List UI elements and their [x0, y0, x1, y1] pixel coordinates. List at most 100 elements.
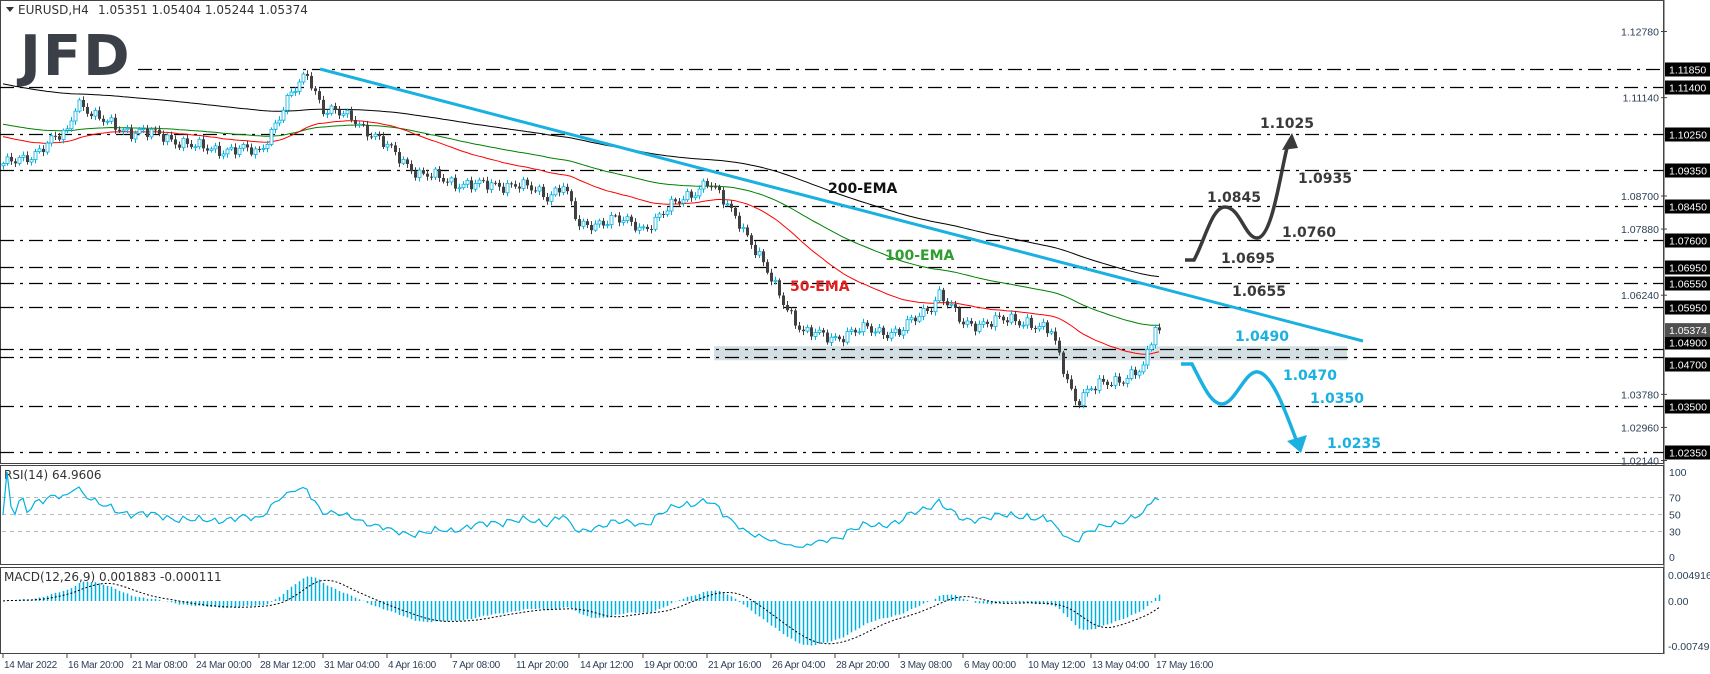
bullish-candle — [241, 142, 246, 152]
bullish-candle — [977, 320, 982, 334]
bullish-candle — [289, 88, 294, 98]
level-price-label: 1.09350 — [1669, 166, 1707, 178]
bullish-candle — [265, 140, 270, 153]
level-price-label: 1.10250 — [1669, 130, 1707, 142]
bearish-candle — [334, 102, 337, 114]
bearish-candle — [618, 212, 621, 227]
bearish-candle — [602, 217, 605, 229]
bearish-candle — [406, 157, 409, 168]
macd-indicator: 0.004916 0.00 -0.00749 — [2, 570, 1710, 653]
bullish-candle — [637, 223, 642, 235]
bullish-candle — [465, 178, 470, 189]
bullish-candle — [505, 180, 510, 197]
bearish-candle — [714, 182, 717, 190]
bullish-candle — [849, 326, 854, 336]
time-tick-label: 14 Mar 2022 — [4, 660, 58, 671]
bearish-candle — [782, 292, 785, 309]
bullish-candle — [125, 124, 130, 134]
bullish-candle — [253, 146, 258, 159]
bearish-candle — [534, 186, 537, 194]
bullish-candle — [197, 136, 202, 150]
bearish-candle — [1058, 337, 1061, 356]
jfd-logo: JFD — [16, 24, 130, 89]
bearish-candle — [750, 232, 753, 249]
bearish-candle — [310, 72, 313, 91]
bearish-candle — [986, 319, 989, 328]
bearish-candle — [882, 325, 885, 339]
level-price-box — [1665, 276, 1710, 291]
bearish-candle — [674, 197, 677, 204]
bearish-candle — [178, 141, 181, 151]
target-label: 1.0655 — [1232, 284, 1286, 300]
bearish-candle — [1030, 315, 1033, 331]
bullish-candle — [401, 156, 406, 166]
macd-tick-label: -0.00749 — [1668, 641, 1710, 653]
bearish-candle — [998, 312, 1001, 319]
ema50-label: 50-EMA — [790, 279, 850, 295]
bullish-candle — [93, 107, 98, 121]
bearish-candle — [822, 327, 825, 337]
bullish-candle — [45, 141, 50, 155]
time-tick-label: 21 Apr 16:00 — [708, 660, 762, 671]
bearish-candle — [990, 321, 993, 330]
bullish-candle — [61, 128, 66, 144]
bullish-candle — [621, 216, 626, 226]
bullish-candle — [873, 328, 878, 337]
target-label: 1.0470 — [1283, 368, 1337, 384]
bullish-candle — [357, 121, 362, 128]
bearish-candle — [1014, 310, 1017, 326]
time-tick-label: 3 May 08:00 — [900, 660, 952, 671]
candles — [1, 70, 1161, 409]
bullish-candle — [165, 133, 170, 146]
bearish-candle — [446, 178, 449, 186]
rsi-indicator: 100 70 50 30 0 — [2, 467, 1687, 564]
level-price-box — [1665, 199, 1710, 214]
bullish-candle — [5, 153, 10, 166]
bearish-candle — [350, 106, 353, 123]
bearish-candle — [798, 321, 801, 333]
bullish-candle — [69, 116, 74, 132]
level-price-box — [1665, 260, 1710, 275]
bearish-candle — [810, 324, 813, 341]
bearish-candle — [130, 124, 133, 142]
support-zone-rect[interactable] — [714, 346, 1347, 361]
rsi-tick-label: 70 — [1669, 493, 1681, 505]
descending-trendline[interactable] — [319, 67, 1364, 343]
bearish-candle — [770, 268, 773, 286]
bearish-candle — [802, 325, 805, 336]
bearish-candle — [318, 88, 321, 104]
bullish-candle — [833, 333, 838, 341]
bullish-candle — [489, 179, 494, 194]
bullish-candle — [817, 326, 822, 336]
bullish-candle — [229, 143, 234, 151]
bullish-candle — [433, 167, 438, 181]
bearish-candle — [510, 181, 513, 188]
bearish-candle — [546, 193, 549, 205]
level-price-box — [1665, 445, 1710, 460]
bearish-candle — [718, 184, 721, 194]
time-tick-label: 19 Apr 00:00 — [644, 660, 698, 671]
rsi-pane-frame — [0, 465, 1664, 565]
time-tick-label: 31 Mar 04:00 — [324, 660, 380, 671]
bullish-candle — [105, 119, 110, 126]
bearish-scenario-arrow — [1181, 362, 1307, 453]
bearish-candle — [430, 172, 433, 181]
bearish-candle — [314, 85, 317, 95]
level-price-box — [1665, 127, 1710, 142]
level-price-box — [1665, 233, 1710, 248]
bearish-candle — [54, 131, 57, 140]
bearish-candle — [730, 200, 733, 212]
bullish-candle — [181, 136, 186, 152]
bearish-candle — [786, 300, 789, 313]
rsi-tick-label: 0 — [1669, 552, 1675, 564]
bullish-candle — [1137, 369, 1142, 379]
bullish-candle — [29, 157, 34, 166]
bullish-candle — [773, 276, 778, 285]
bearish-candle — [1062, 350, 1065, 378]
bullish-candle — [121, 127, 126, 135]
bullish-candle — [981, 318, 986, 328]
triangle-down-icon[interactable] — [6, 7, 14, 12]
price-tick-label: 1.06240 — [1621, 290, 1659, 302]
bullish-candle — [937, 286, 942, 303]
